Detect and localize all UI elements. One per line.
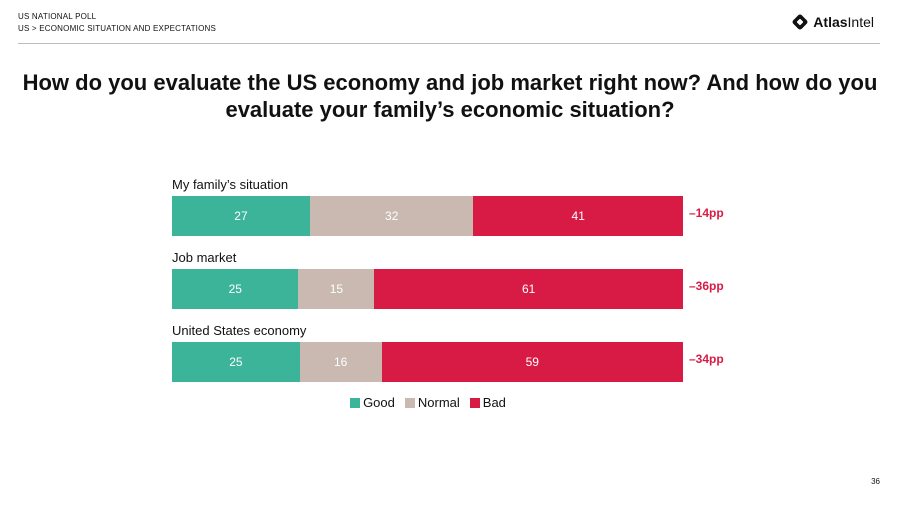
bar-segment-bad: 61: [374, 269, 683, 309]
net-difference-label: –36pp: [689, 279, 724, 293]
bar-segment-good: 25: [172, 342, 300, 382]
data-label: 59: [525, 355, 539, 369]
category-label: Job market: [172, 250, 237, 265]
stacked-bar: 25 15 61: [172, 269, 683, 309]
legend-item-good: Good: [350, 395, 395, 410]
chart-title: How do you evaluate the US economy and j…: [22, 70, 878, 122]
header-line-1: US NATIONAL POLL: [18, 12, 97, 21]
legend-swatch: [469, 397, 480, 408]
data-label: 25: [228, 282, 242, 296]
legend-label: Normal: [417, 395, 460, 410]
page-number: 36: [871, 477, 880, 486]
chart-row: My family’s situation 27 32 41 –14pp: [172, 176, 732, 236]
legend-item-normal: Normal: [404, 395, 460, 410]
chart-row: United States economy 25 16 59 –34pp: [172, 322, 732, 382]
chart-legend: Good Normal Bad: [0, 395, 856, 410]
data-label: 15: [329, 282, 344, 296]
header-line-2: US > ECONOMIC SITUATION AND EXPECTATIONS: [18, 24, 217, 33]
category-label: My family’s situation: [172, 177, 289, 192]
category-label: United States economy: [172, 323, 307, 338]
legend-swatch: [350, 397, 361, 408]
legend-label: Good: [363, 395, 395, 410]
data-label: 25: [229, 355, 243, 369]
legend-item-bad: Bad: [469, 395, 506, 410]
net-difference-label: –34pp: [689, 352, 724, 366]
stacked-bar: 27 32 41: [172, 196, 683, 236]
header-rule: [18, 43, 880, 44]
logo-bold-text: Atlas: [813, 14, 848, 30]
bar-segment-normal: 32: [309, 196, 474, 236]
bar-segment-normal: 15: [298, 269, 375, 309]
logo-regular-text: Intel: [847, 14, 874, 30]
legend-label: Bad: [482, 395, 506, 410]
data-label: 16: [333, 355, 348, 369]
logo-wordmark: AtlasIntel: [813, 14, 874, 30]
legend-swatch: [404, 397, 415, 408]
bar-segment-bad: 59: [381, 342, 683, 382]
data-label: 61: [522, 282, 536, 296]
stacked-bar: 25 16 59: [172, 342, 683, 382]
atlasintel-logo: AtlasIntel: [791, 13, 874, 31]
atlasintel-diamond-icon: [792, 14, 808, 30]
net-difference-label: –14pp: [689, 206, 724, 220]
data-label: 27: [234, 209, 248, 223]
chart-row: Job market 25 15 61 –36pp: [172, 249, 732, 309]
data-label: 32: [385, 209, 399, 223]
bar-segment-bad: 41: [473, 196, 683, 236]
bar-segment-good: 25: [172, 269, 299, 309]
bar-segment-normal: 16: [299, 342, 382, 382]
bar-segment-good: 27: [172, 196, 310, 236]
data-label: 41: [571, 209, 585, 223]
